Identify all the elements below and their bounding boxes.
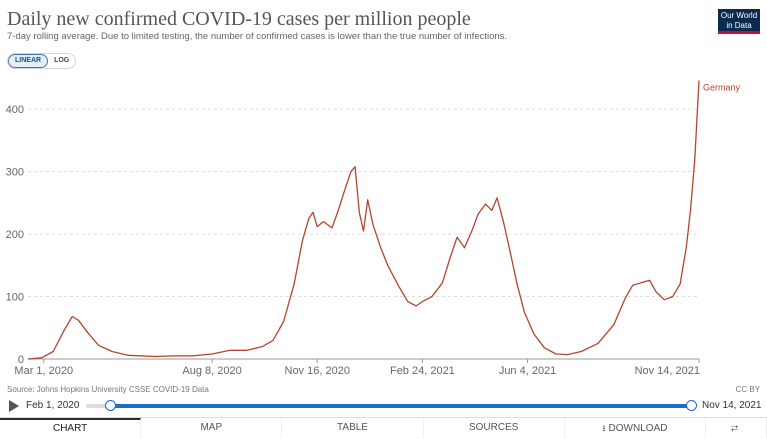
x-tick-label: Aug 8, 2020 <box>182 365 241 377</box>
x-tick-label: Feb 24, 2021 <box>390 365 455 377</box>
x-tick-label: Nov 16, 2020 <box>285 365 350 377</box>
tab-table[interactable]: TABLE <box>282 418 424 438</box>
tab-bar: CHART MAP TABLE SOURCES ⭳ DOWNLOAD ⮂ <box>0 417 767 438</box>
linear-scale-button[interactable]: LINEAR <box>8 54 49 68</box>
license-link[interactable]: CC BY <box>735 385 760 394</box>
owid-logo[interactable]: Our World in Data <box>718 9 760 34</box>
log-scale-button[interactable]: LOG <box>54 57 70 64</box>
tab-sources-label: SOURCES <box>468 422 519 433</box>
x-tick-label: Mar 1, 2020 <box>14 365 73 377</box>
chart-subtitle: 7-day rolling average. Due to limited te… <box>7 31 508 42</box>
x-tick-label: Nov 14, 2021 <box>635 365 700 377</box>
timeline-start-label: Feb 1, 2020 <box>26 400 80 411</box>
timeline-end-label: Nov 14, 2021 <box>702 400 762 411</box>
y-tick-label: 0 <box>18 354 24 366</box>
tab-chart-label: CHART <box>52 423 88 434</box>
tab-table-label: TABLE <box>337 422 368 433</box>
line-chart: 0 100 200 300 400 Mar 1, 2020 Aug 8, 2020 Nov 1… <box>6 80 741 377</box>
y-tick-label: 200 <box>6 229 24 241</box>
share-button[interactable]: ⮂ <box>706 418 767 438</box>
logo-line-2: in Data <box>726 21 752 30</box>
y-tick-label: 300 <box>6 167 24 179</box>
timeline-end-handle[interactable] <box>686 400 697 411</box>
source-note[interactable]: Source: Johns Hopkins University CSSE CO… <box>7 385 209 394</box>
series-label: Germany <box>703 82 741 92</box>
download-icon: ⭳ <box>602 423 606 433</box>
y-tick-label: 400 <box>6 104 24 116</box>
x-tick-label: Jun 4, 2021 <box>499 365 557 377</box>
tab-chart[interactable]: CHART <box>0 418 142 438</box>
play-icon[interactable] <box>9 400 19 412</box>
scale-toggle: LINEAR LOG <box>7 53 77 69</box>
share-icon: ⮂ <box>730 423 739 433</box>
tab-map[interactable]: MAP <box>141 418 283 438</box>
timeline: Feb 1, 2020 Nov 14, 2021 <box>0 397 767 415</box>
tab-download-label: DOWNLOAD <box>608 423 668 434</box>
timeline-range-fill <box>110 404 691 408</box>
tab-download[interactable]: ⭳ DOWNLOAD <box>565 418 707 438</box>
y-tick-label: 100 <box>6 292 24 304</box>
chart-title: Daily new confirmed COVID-19 cases per m… <box>7 8 471 30</box>
tab-sources[interactable]: SOURCES <box>424 418 565 438</box>
tab-map-label: MAP <box>200 422 223 433</box>
series-line <box>27 80 700 360</box>
timeline-start-handle[interactable] <box>105 400 116 411</box>
logo-line-1: Our World <box>720 11 758 20</box>
